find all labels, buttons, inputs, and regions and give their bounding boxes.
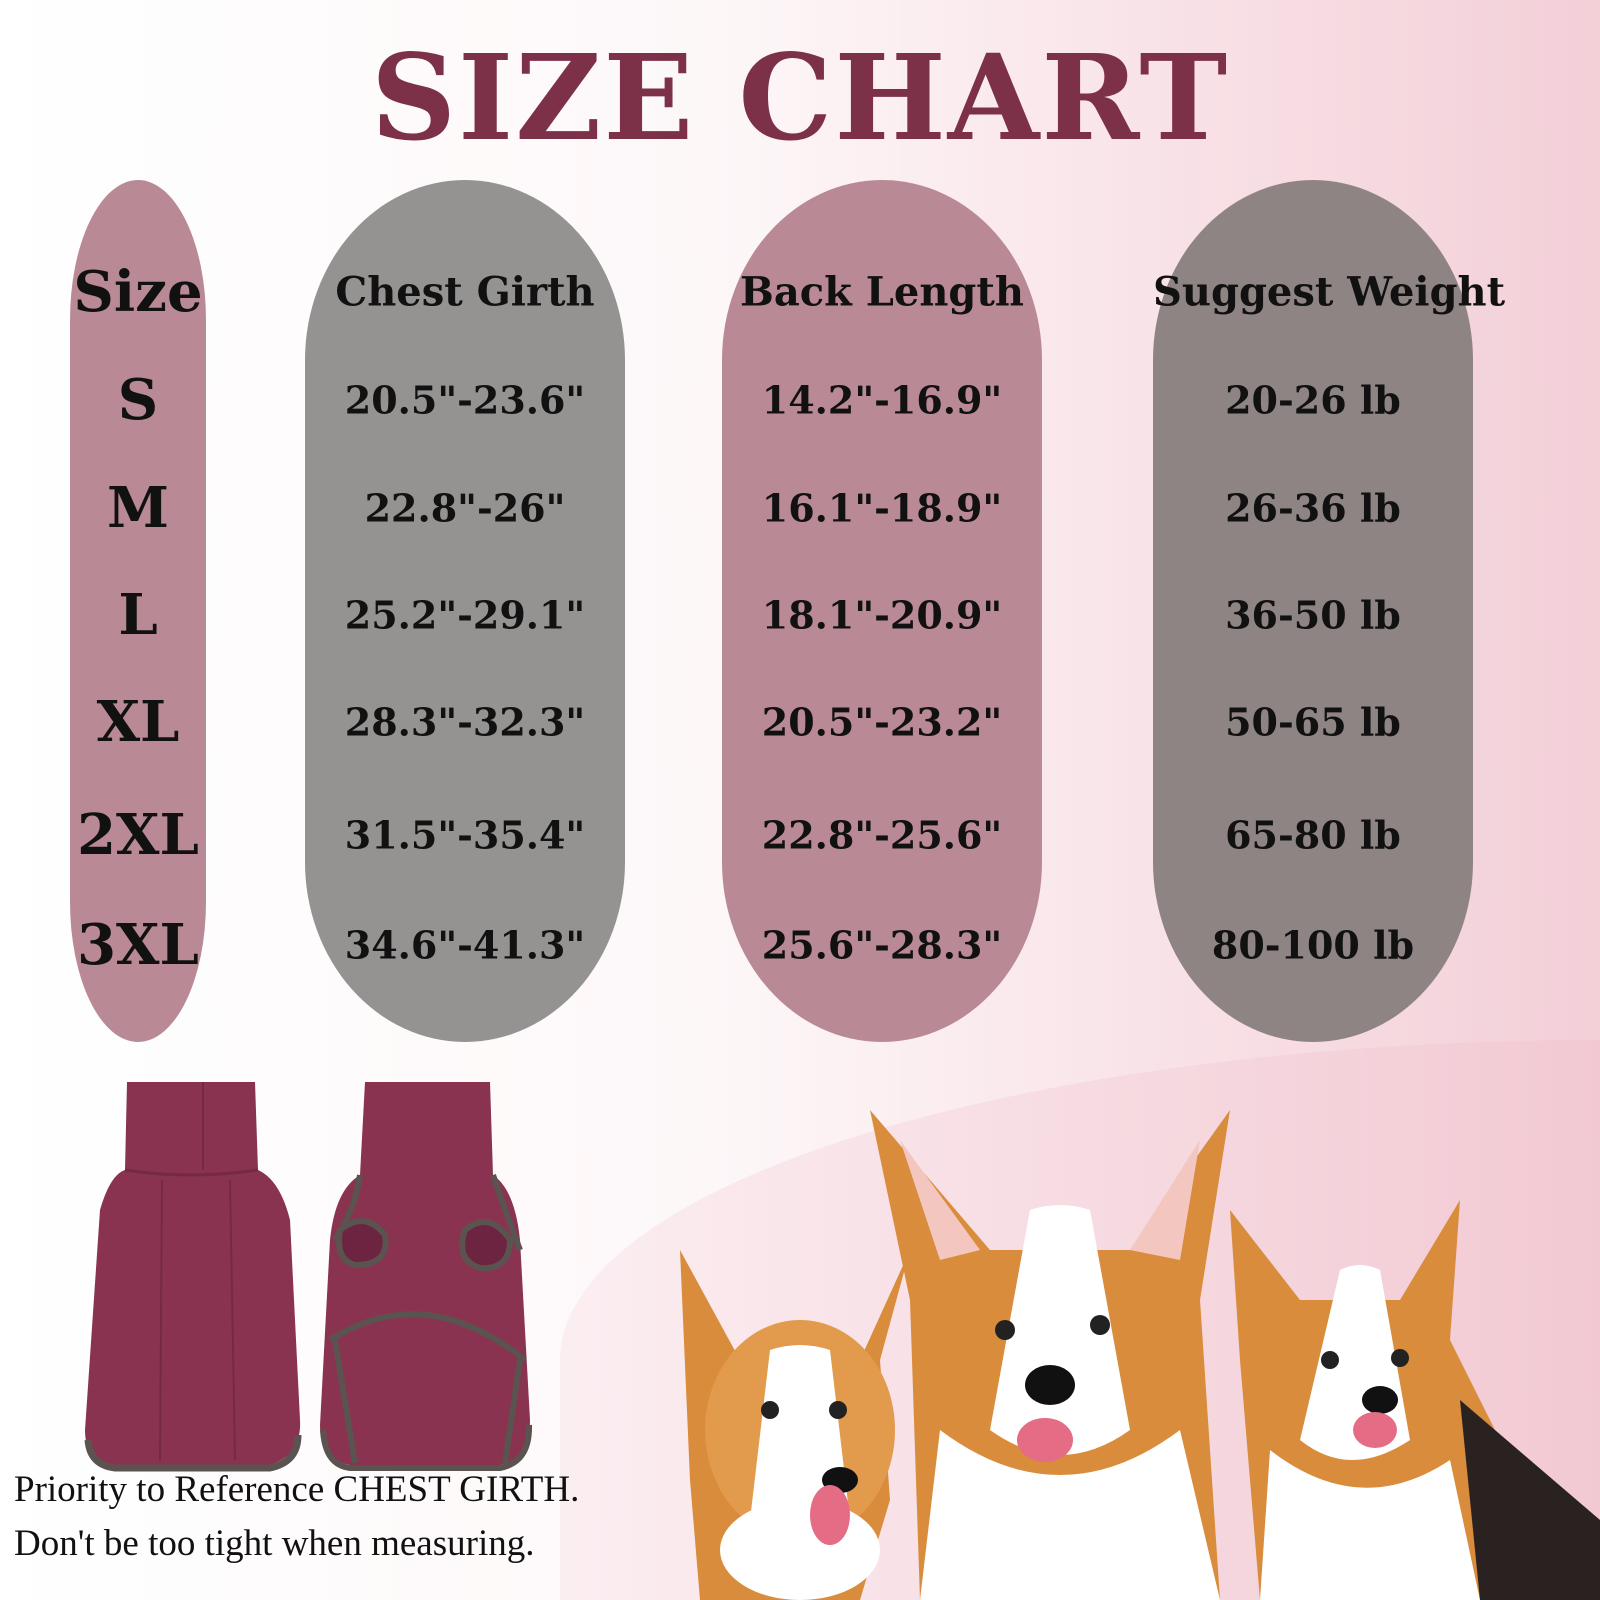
suggest-weight-cell: 65-80 lb [1225,812,1401,858]
note-chest-girth: Priority to Reference CHEST GIRTH. [14,1469,580,1510]
chest-girth-cell: 31.5"-35.4" [344,812,586,858]
corgi-left [680,1250,910,1600]
chest-girth-cell: 34.6"-41.3" [344,922,586,968]
suggest-weight-cell: 50-65 lb [1225,699,1401,745]
suggest-weight-header: Suggest Weight [1153,268,1506,316]
suggest-weight-cell: 26-36 lb [1225,485,1401,531]
chest-girth-header: Chest Girth [335,268,595,316]
size-cell: S [117,367,159,433]
back-length-cell: 18.1"-20.9" [761,592,1003,638]
chest-girth-cell: 20.5"-23.6" [344,377,586,423]
size-cell: 3XL [77,912,199,978]
garment-back-image [84,1082,302,1472]
chest-girth-cell: 25.2"-29.1" [344,592,586,638]
chest-girth-cell: 22.8"-26" [364,485,566,531]
size-cell: L [118,582,158,648]
size-cell: XL [96,689,180,755]
back-length-column [722,180,1042,1042]
back-length-cell: 25.6"-28.3" [761,922,1003,968]
chest-girth-column [305,180,625,1042]
suggest-weight-column [1153,180,1473,1042]
corgi-right [1230,1200,1600,1600]
note-measuring: Don't be too tight when measuring. [14,1523,535,1564]
back-length-cell: 14.2"-16.9" [761,377,1003,423]
chest-girth-cell: 28.3"-32.3" [344,699,586,745]
suggest-weight-cell: 20-26 lb [1225,377,1401,423]
page-title: SIZE CHART [370,28,1230,167]
garment-front-image [320,1082,533,1471]
size-cell: 2XL [77,802,199,868]
back-length-header: Back Length [740,268,1024,316]
back-length-cell: 16.1"-18.9" [761,485,1003,531]
corgi-dogs-image [680,1110,1600,1600]
size-column [70,180,206,1042]
suggest-weight-cell: 36-50 lb [1225,592,1401,638]
corgi-center [870,1110,1230,1600]
back-length-cell: 20.5"-23.2" [761,699,1003,745]
size-header: Size [73,259,203,325]
suggest-weight-cell: 80-100 lb [1211,922,1415,968]
size-cell: M [107,475,169,541]
back-length-cell: 22.8"-25.6" [761,812,1003,858]
